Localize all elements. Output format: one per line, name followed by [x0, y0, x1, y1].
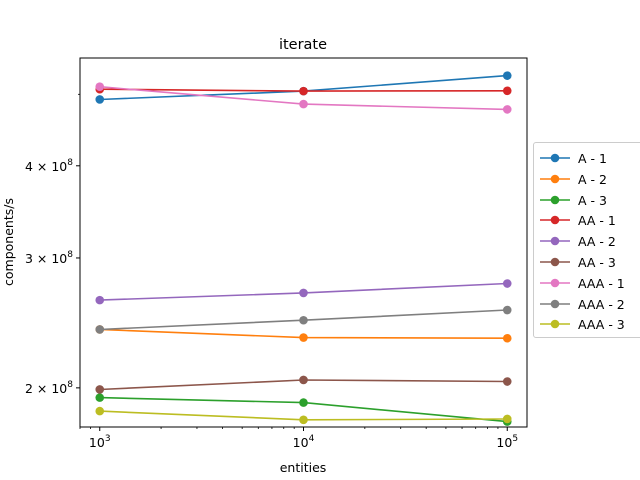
- data-point: [95, 295, 105, 305]
- data-point: [299, 99, 308, 109]
- data-point: [502, 305, 512, 315]
- legend-label: AA - 1: [578, 213, 616, 229]
- legend-label: AAA - 1: [578, 275, 625, 291]
- y-tick-label: 4 × 108: [25, 158, 73, 174]
- legend-swatch: [540, 299, 570, 308]
- x-tick-label: 105: [496, 434, 518, 450]
- legend-item: A - 2: [534, 170, 640, 190]
- legend-item: AA - 1: [534, 211, 640, 231]
- legend-marker: [550, 257, 560, 267]
- legend-item: A - 1: [534, 149, 640, 169]
- legend-label: AA - 3: [578, 255, 616, 270]
- legend-label: AAA - 2: [578, 296, 625, 312]
- data-point: [95, 325, 105, 334]
- legend-swatch: [540, 257, 570, 267]
- legend-marker: [550, 278, 560, 288]
- data-point: [502, 377, 512, 386]
- legend-marker: [550, 320, 560, 329]
- data-point: [95, 82, 105, 92]
- data-point: [502, 105, 512, 114]
- legend: A - 1 A - 2 A - 3 AA - 1 AA - 2 AA - 3 AAA - 1…: [533, 142, 640, 338]
- y-tick-label: 3 × 108: [25, 250, 73, 266]
- legend-label: A - 1: [578, 151, 607, 166]
- x-tick-label: 103: [89, 434, 111, 450]
- legend-swatch: [540, 320, 570, 329]
- data-point: [95, 393, 105, 402]
- legend-swatch: [540, 174, 570, 184]
- x-tick-label: 104: [293, 434, 315, 450]
- data-point: [299, 375, 308, 385]
- data-point: [95, 406, 105, 416]
- legend-marker: [550, 195, 560, 204]
- data-point: [299, 288, 308, 298]
- data-point: [502, 333, 512, 343]
- plot-frame: [79, 57, 528, 428]
- y-axis-label: components/s: [1, 198, 16, 286]
- legend-item: AA - 3: [534, 253, 640, 273]
- legend-swatch: [540, 153, 570, 163]
- data-point: [299, 333, 308, 342]
- legend-label: AA - 2: [578, 234, 616, 250]
- legend-marker: [550, 174, 560, 184]
- legend-swatch: [540, 216, 570, 225]
- legend-marker: [550, 216, 560, 225]
- y-tick-label: 2 × 108: [25, 380, 73, 396]
- legend-label: A - 3: [578, 192, 607, 208]
- legend-swatch: [540, 236, 570, 246]
- data-point: [299, 86, 308, 96]
- data-point: [95, 95, 105, 104]
- legend-label: AAA - 3: [578, 317, 625, 333]
- data-point: [95, 385, 105, 394]
- legend-label: A - 2: [578, 171, 607, 187]
- data-point: [502, 279, 512, 288]
- data-point: [502, 86, 512, 96]
- legend-swatch: [540, 195, 570, 204]
- legend-item: A - 3: [534, 191, 640, 211]
- chart-title: iterate: [279, 37, 327, 53]
- data-point: [299, 398, 308, 407]
- x-axis-label: entities: [280, 460, 327, 475]
- data-point: [502, 71, 512, 80]
- legend-marker: [550, 153, 560, 163]
- data-point: [299, 315, 308, 325]
- legend-item: AAA - 2: [534, 295, 640, 315]
- legend-marker: [550, 299, 560, 308]
- legend-item: AA - 2: [534, 232, 640, 252]
- legend-item: AAA - 1: [534, 274, 640, 294]
- legend-marker: [550, 236, 560, 246]
- data-point: [299, 415, 308, 425]
- legend-item: AAA - 3: [534, 315, 640, 335]
- legend-swatch: [540, 278, 570, 288]
- data-point: [502, 414, 512, 424]
